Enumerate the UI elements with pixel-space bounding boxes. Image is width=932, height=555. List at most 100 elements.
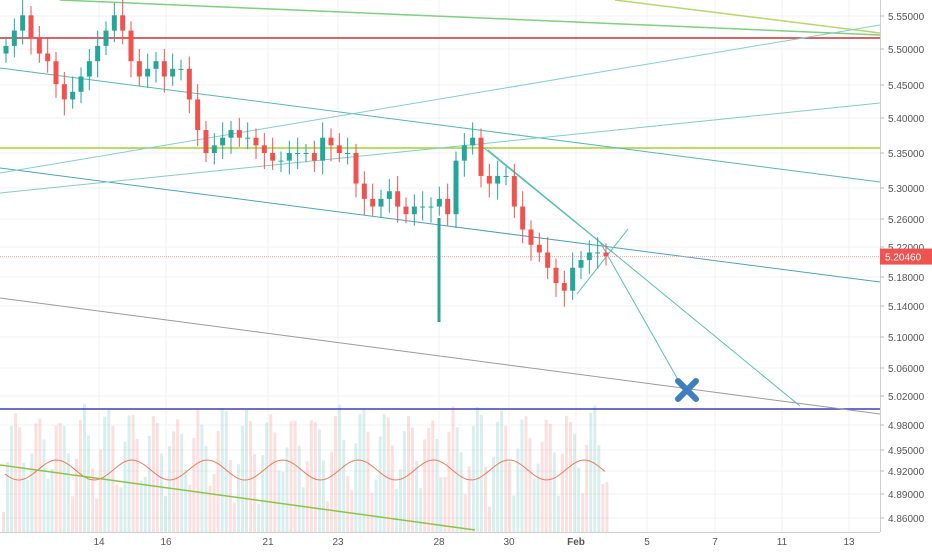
candle-layer [3, 0, 609, 322]
time-tick-label: 23 [332, 537, 344, 548]
candle-body [503, 175, 509, 177]
candle-body [78, 76, 84, 92]
volume-bar [512, 495, 516, 532]
volume-bar [378, 436, 382, 532]
candle [170, 53, 176, 86]
candle [86, 48, 92, 91]
target-line-1 [487, 149, 801, 407]
candle [445, 183, 451, 226]
candle [61, 71, 67, 116]
volume-bar [10, 425, 14, 532]
candle [520, 191, 526, 244]
volume-bar [115, 484, 119, 532]
price-tick-label: 4.89000 [888, 490, 925, 501]
candle-body [36, 38, 42, 54]
volume-bar [427, 428, 431, 532]
volume-bar [188, 485, 192, 532]
candle-body [486, 175, 492, 184]
volume-bar [192, 437, 196, 532]
volume-bar [334, 416, 338, 532]
volume-bar [289, 421, 293, 532]
candle-body [228, 130, 234, 138]
volume-bar [95, 498, 99, 532]
price-tick-label: 4.92000 [888, 467, 925, 478]
candle-body [353, 153, 359, 184]
price-tick-label: 4.95000 [888, 446, 925, 457]
volume-bar [305, 461, 309, 532]
volume-bar [22, 462, 26, 532]
candle [178, 59, 184, 81]
candle [536, 232, 542, 262]
candle-body [236, 130, 242, 138]
candle-body [295, 153, 301, 154]
candle-body [578, 260, 584, 268]
fan-line-1 [0, 24, 881, 174]
oscillator-trend-line [0, 464, 476, 531]
candle [528, 220, 534, 261]
volume-bar [172, 431, 176, 532]
price-tick-label: 5.55000 [888, 12, 925, 23]
candle [336, 133, 342, 163]
volume-bar [354, 443, 358, 532]
candle-body [345, 153, 351, 154]
candle-body [3, 45, 9, 54]
volume-bar [245, 410, 248, 532]
volume-bar [46, 479, 50, 532]
candle [145, 53, 151, 88]
candle-body [370, 198, 376, 207]
volume-bar [402, 431, 406, 532]
volume-bar [435, 438, 439, 532]
candle-body [53, 61, 59, 85]
current-price-label: 5.20460 [885, 253, 922, 264]
candle-body [278, 160, 284, 162]
candle-body [320, 137, 326, 161]
volume-bar [273, 432, 277, 532]
volume-bar [573, 433, 577, 532]
candle [545, 237, 551, 280]
candle [161, 48, 167, 93]
candle [345, 137, 351, 165]
volume-bar [520, 419, 524, 532]
volume-bar [556, 495, 560, 532]
candle-body [420, 206, 426, 208]
volume-bar [601, 484, 605, 532]
volume-bar [151, 416, 155, 532]
candle-body [111, 15, 117, 31]
volume-bar [492, 456, 496, 532]
price-tick-label: 4.86000 [888, 514, 925, 525]
candle [370, 183, 376, 216]
candle [403, 197, 409, 224]
volume-bar [386, 417, 390, 532]
volume-bar [447, 431, 451, 532]
candle [578, 250, 584, 280]
candle-body [453, 160, 459, 215]
volume-bar [249, 420, 253, 532]
candle-body [303, 153, 309, 154]
candle [78, 67, 84, 104]
volume-bar [30, 453, 34, 532]
volume-bar [103, 416, 107, 532]
channel-line-gray [0, 297, 881, 415]
candle [561, 270, 567, 307]
volume-bar [91, 468, 95, 532]
candle [486, 163, 492, 198]
volume-bar [317, 429, 321, 532]
candle [395, 175, 401, 223]
fan-line-2 [0, 102, 881, 194]
candle-body [20, 15, 26, 31]
volume-bar [26, 479, 30, 532]
candle [153, 52, 159, 83]
volume-bar [548, 423, 552, 532]
volume-bar [261, 455, 265, 532]
candle-body [86, 61, 92, 77]
candle-body [178, 68, 184, 70]
candle [45, 38, 51, 73]
candle-body [411, 206, 417, 215]
volume-bar [208, 485, 212, 532]
volume-bar [131, 414, 135, 532]
volume-bar [232, 503, 236, 532]
candle-body [245, 137, 251, 139]
candle-body [253, 137, 259, 146]
candle [470, 122, 476, 155]
time-tick-label: 30 [503, 537, 515, 548]
